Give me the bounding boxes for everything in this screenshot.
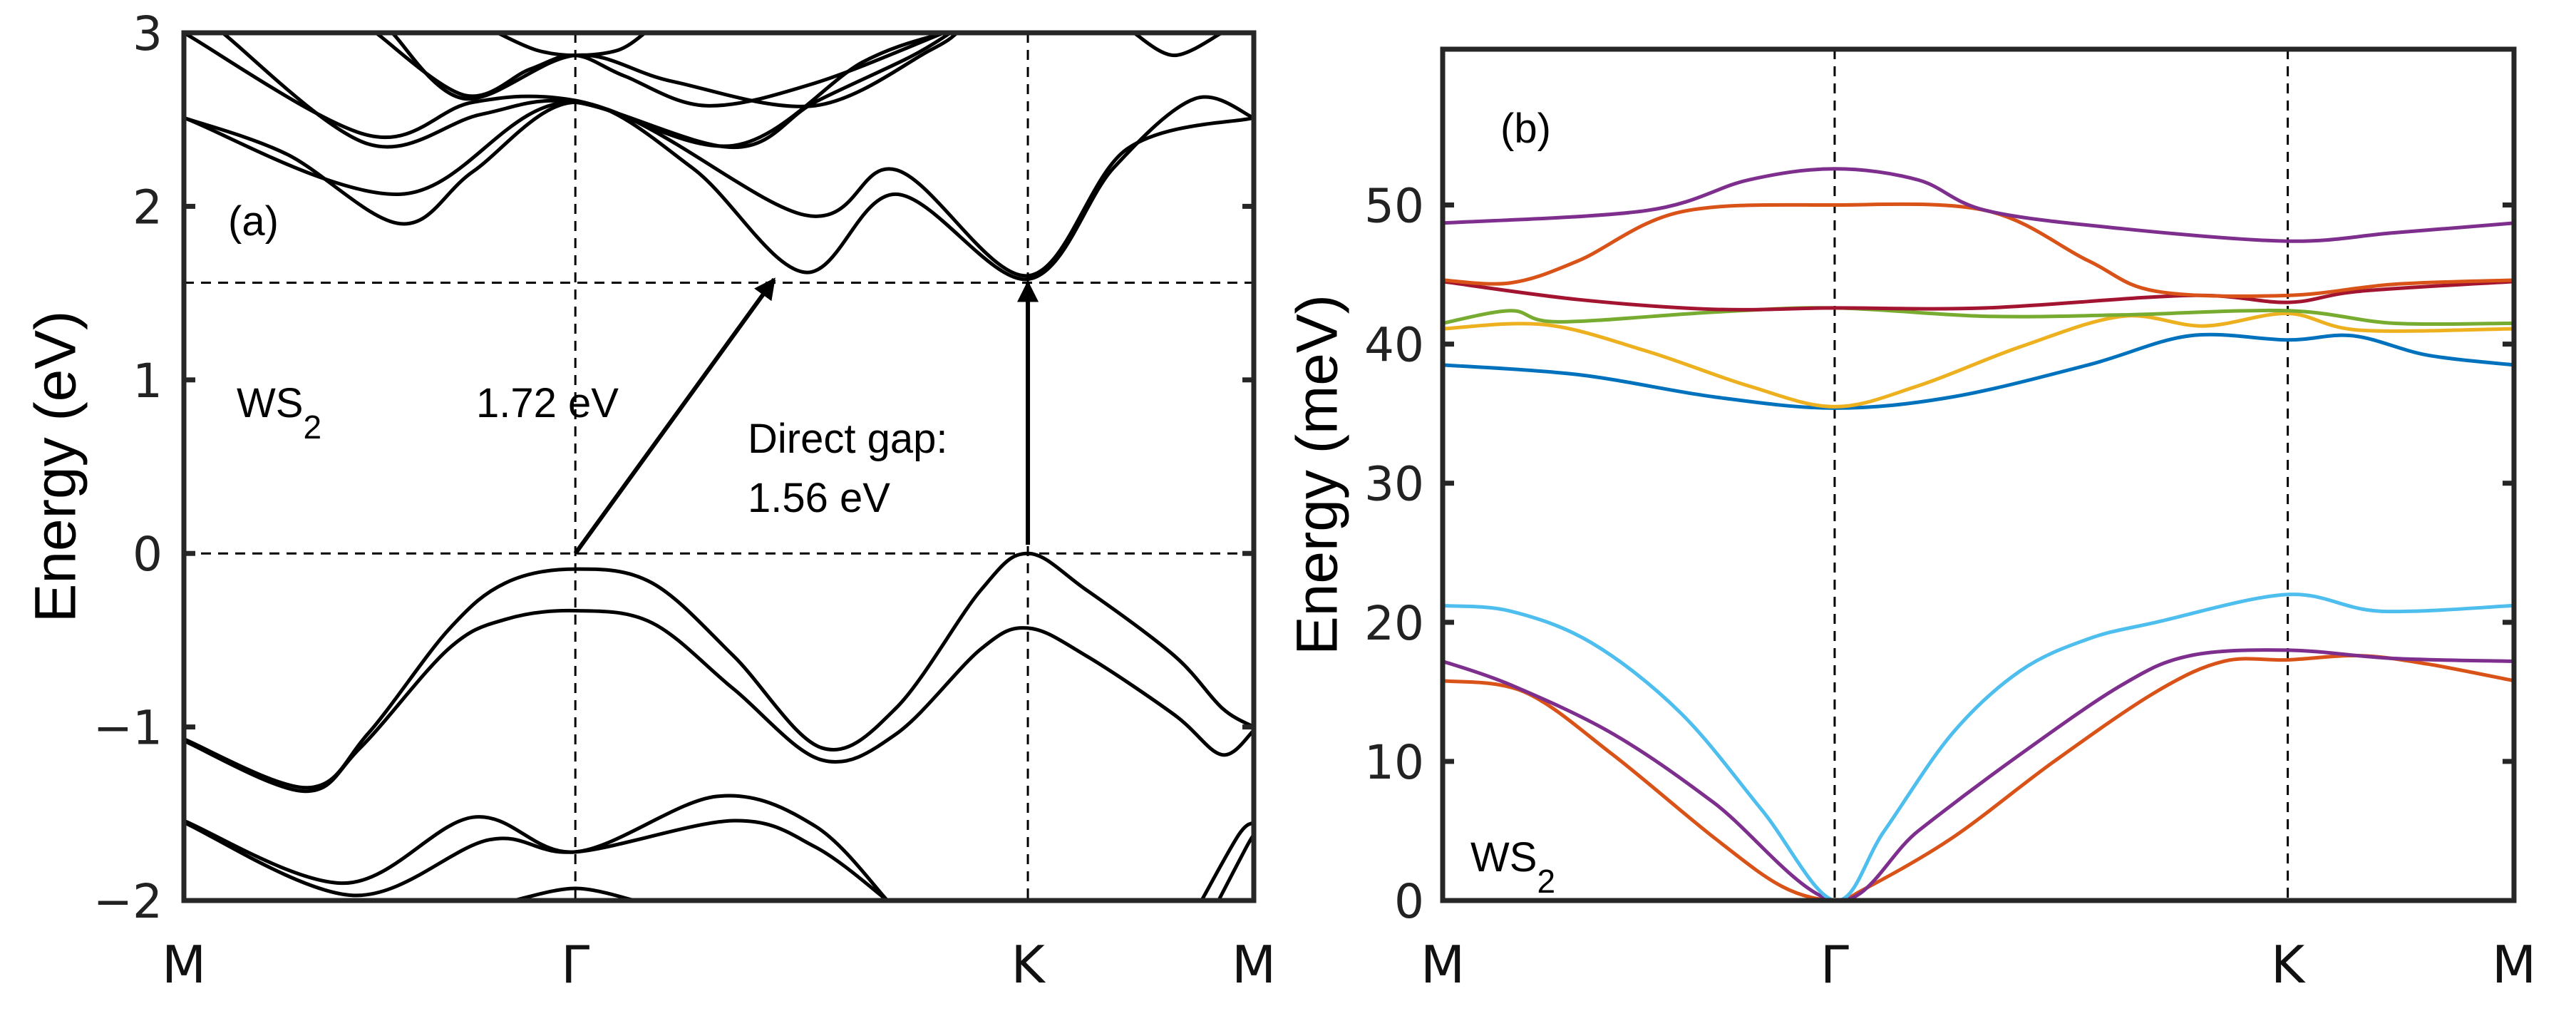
band-line-valence-2 xyxy=(184,608,1254,794)
direct-gap-value: 1.56 eV xyxy=(748,475,890,521)
panel-label: (b) xyxy=(1500,106,1551,152)
x-tick-label: Γ xyxy=(561,935,589,995)
band-line-optical-2 xyxy=(1443,312,2514,409)
y-tick-label: 10 xyxy=(1364,735,1424,790)
gap-arrow xyxy=(573,277,776,555)
indirect-gap-label: 1.72 eV xyxy=(476,380,619,426)
band-series-group xyxy=(1443,167,2514,901)
x-tick-label: K xyxy=(2271,935,2306,995)
band-line-conduction-3 xyxy=(184,33,944,148)
band-line-conduction-7 xyxy=(496,33,646,58)
y-axis-label: Energy (eV) xyxy=(24,311,88,623)
band-line-optical-4 xyxy=(1443,279,2514,312)
band-line-optical-5 xyxy=(1443,202,2514,298)
band-line-valence-1 xyxy=(184,551,1254,790)
band-line-valence-3 xyxy=(184,794,889,901)
material-label: WS2 xyxy=(237,380,321,446)
y-tick-label: 1 xyxy=(133,354,163,409)
material-subscript: 2 xyxy=(1537,863,1555,900)
band-line-acoustic-ZA xyxy=(1443,654,2514,901)
material-formula: WS xyxy=(237,380,303,426)
y-tick-label: 20 xyxy=(1364,596,1424,651)
phonon-dispersion-panel: 50 40 30 20 10 0 M Γ K M Energy (meV) (b) WS2 xyxy=(1285,46,2536,995)
band-line-valence-6 xyxy=(1200,821,1254,901)
panel-label: (a) xyxy=(228,198,279,245)
y-tick-label: −1 xyxy=(93,701,163,756)
y-tick-label: −2 xyxy=(93,874,163,929)
x-tick-label: M xyxy=(162,935,206,995)
material-subscript: 2 xyxy=(303,409,321,446)
band-line-conduction-2 xyxy=(184,100,1254,278)
x-tick-label: K xyxy=(1011,935,1046,995)
x-tick-label: M xyxy=(2492,935,2536,995)
material-formula: WS xyxy=(1470,834,1537,881)
band-line-acoustic-LA xyxy=(1443,593,2514,901)
x-tick-label: Γ xyxy=(1820,935,1849,995)
y-tick-label: 0 xyxy=(133,527,163,582)
y-tick-label: 3 xyxy=(133,6,163,61)
band-line-conduction-5 xyxy=(374,33,944,108)
y-tick-label: 50 xyxy=(1364,179,1424,234)
band-line-valence-4 xyxy=(184,819,889,901)
band-line-optical-1 xyxy=(1443,332,2514,410)
band-line-conduction-4 xyxy=(221,33,952,150)
band-line-conduction-6 xyxy=(391,33,959,108)
band-line-optical-6 xyxy=(1443,167,2514,243)
band-line-acoustic-TA xyxy=(1443,648,2514,901)
x-tick-label: M xyxy=(1421,935,1465,995)
y-tick-label: 0 xyxy=(1394,874,1424,929)
plot-frame xyxy=(1440,46,2517,903)
band-line-valence-5 xyxy=(513,886,636,901)
band-line-conduction-1 xyxy=(184,95,1254,282)
band-line-valence-7 xyxy=(1217,833,1254,901)
y-tick-label: 30 xyxy=(1364,457,1424,512)
y-tick-label: 40 xyxy=(1364,318,1424,373)
x-tick-label: M xyxy=(1232,935,1276,995)
band-line-conduction-8 xyxy=(1133,33,1223,58)
material-label: WS2 xyxy=(1470,834,1555,900)
y-tick-label: 2 xyxy=(133,180,163,235)
band-series-group xyxy=(184,33,1254,901)
band-line-optical-3 xyxy=(1443,306,2514,327)
plot-frame xyxy=(181,30,1257,903)
y-axis-label: Energy (meV) xyxy=(1285,294,1350,655)
direct-gap-label: Direct gap: xyxy=(748,416,947,462)
